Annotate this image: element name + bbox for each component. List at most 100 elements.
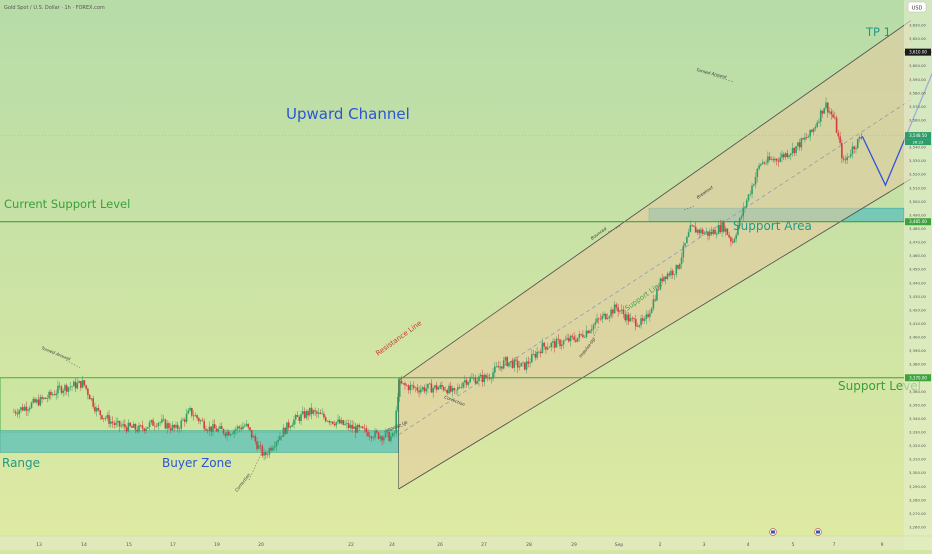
bull-candle <box>425 383 427 396</box>
candle-body <box>257 445 260 449</box>
candle-body <box>811 129 813 132</box>
bear-candle <box>710 226 713 236</box>
price-tick-label: 3,320.00 <box>909 443 926 448</box>
candle-body <box>663 276 665 282</box>
candle-body <box>606 318 609 320</box>
candle-body <box>337 419 339 422</box>
candle-body <box>171 424 174 431</box>
economic-event-icon[interactable] <box>769 528 777 536</box>
candle-body <box>294 415 297 420</box>
candle-body <box>21 407 24 411</box>
buyer-zone[interactable] <box>0 430 399 453</box>
bull-candle <box>594 318 597 329</box>
candle-body <box>13 411 15 413</box>
bull-candle <box>696 228 699 236</box>
bear-candle <box>726 228 729 236</box>
bear-candle <box>101 414 103 421</box>
candle-body <box>619 310 621 312</box>
candle-body <box>582 334 584 338</box>
candle-body <box>819 110 822 122</box>
bull-candle <box>379 434 382 442</box>
bull-candle <box>740 213 743 221</box>
bull-candle <box>479 372 482 377</box>
currency-badge[interactable]: USD <box>907 1 927 13</box>
candle-body <box>486 377 489 379</box>
bull-candle <box>492 367 494 382</box>
bull-candle <box>36 397 38 405</box>
bull-candle <box>166 420 168 434</box>
candle-body <box>816 122 819 127</box>
candle-body <box>474 378 477 384</box>
candle-body <box>631 318 634 319</box>
candle-body <box>298 416 301 421</box>
candle-body <box>610 309 612 317</box>
candle-body <box>442 386 445 390</box>
time-tick-label: 15 <box>126 542 132 548</box>
candle-body <box>449 385 452 392</box>
bull-candle <box>414 386 417 393</box>
bull-candle <box>525 357 528 374</box>
candle-body <box>439 384 442 388</box>
candle-body <box>575 339 577 342</box>
bear-candle <box>97 404 100 412</box>
bull-candle <box>659 277 662 291</box>
bull-candle <box>391 432 394 438</box>
bull-candle <box>102 418 105 423</box>
candle-body <box>568 338 570 342</box>
time-tick-label: 9 <box>881 542 884 548</box>
bull-candle <box>226 428 228 441</box>
bull-candle <box>592 323 595 335</box>
resistance-line[interactable] <box>398 20 912 381</box>
time-tick-label: Sep <box>615 542 624 548</box>
candle-body <box>634 319 637 327</box>
bear-candle <box>314 407 316 417</box>
bear-candle <box>83 379 86 387</box>
candle-body <box>548 346 551 348</box>
candle-body <box>728 234 730 238</box>
candle-body <box>603 313 605 316</box>
candle-body <box>520 362 523 367</box>
bull-candle <box>700 227 702 238</box>
price-tick-label: 3,280.00 <box>909 497 926 502</box>
bull-candle <box>275 440 278 452</box>
candle-body <box>789 153 792 156</box>
bull-candle <box>73 380 75 387</box>
candle-body <box>330 421 332 423</box>
bear-candle <box>222 428 225 436</box>
candle-body <box>564 339 567 341</box>
bull-candle <box>300 410 302 426</box>
bull-candle <box>132 421 135 428</box>
candle-body <box>509 361 512 363</box>
bull-candle <box>432 386 434 398</box>
bull-candle <box>818 118 820 124</box>
support-line[interactable] <box>398 178 912 490</box>
bull-candle <box>420 384 422 395</box>
bear-candle <box>108 410 110 428</box>
bull-candle <box>619 310 621 315</box>
candle-body <box>243 425 246 427</box>
upward-channel-label: Upward Channel <box>286 105 410 123</box>
time-tick-label: 5 <box>792 542 795 548</box>
currency-label: USD <box>912 6 923 12</box>
bear-candle <box>169 423 172 434</box>
bear-candle <box>465 377 468 388</box>
candle-body <box>735 234 737 239</box>
candle-body <box>851 146 854 155</box>
bear-candle <box>430 379 433 393</box>
economic-event-icon[interactable] <box>814 528 822 536</box>
candle-body <box>32 398 35 403</box>
candle-body <box>587 330 590 334</box>
bear-candle <box>707 231 709 241</box>
bull-candle <box>27 406 29 416</box>
bull-candle <box>828 107 831 115</box>
candle-body <box>856 138 859 148</box>
bear-candle <box>224 432 227 439</box>
candle-body <box>499 366 501 368</box>
candle-body <box>87 388 89 395</box>
bear-candle <box>837 129 840 140</box>
bear-candle <box>192 410 195 421</box>
bull-candle <box>613 300 616 314</box>
bear-candle <box>324 415 327 423</box>
candle-body <box>717 225 720 235</box>
